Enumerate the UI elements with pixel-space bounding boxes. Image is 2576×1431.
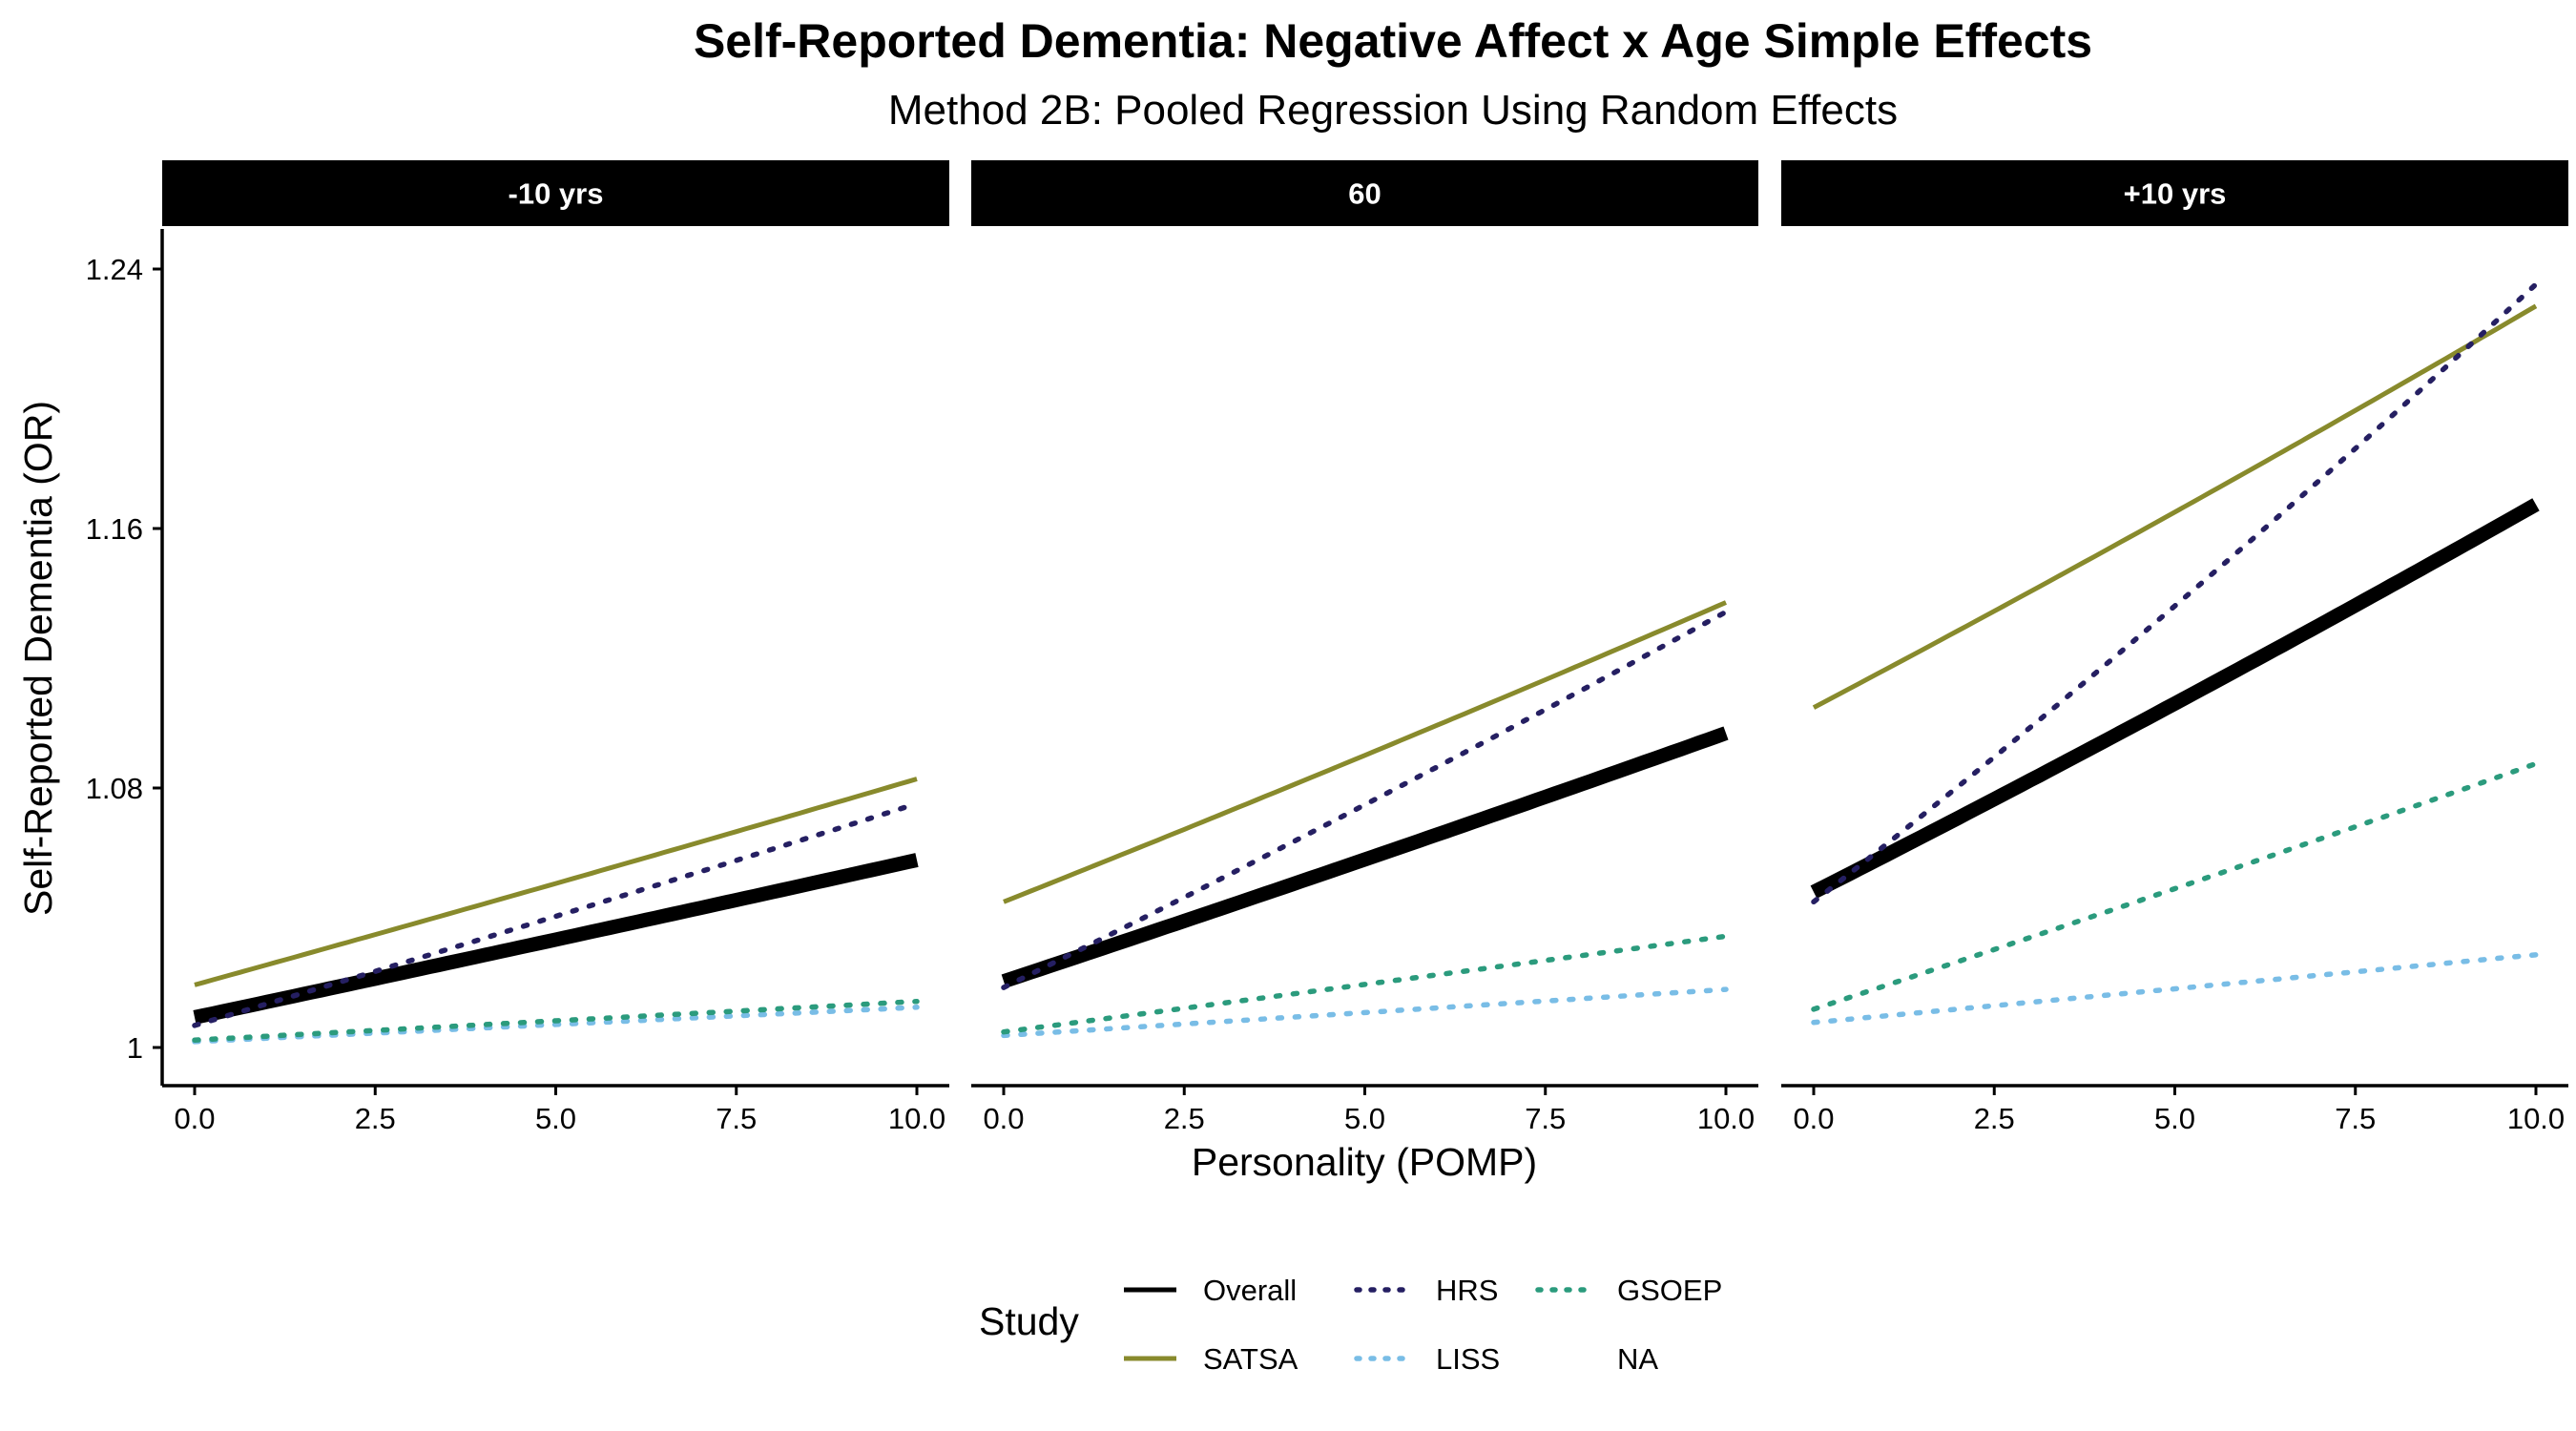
legend-item: LISS — [1354, 1342, 1500, 1376]
x-tick-label: 5.0 — [1344, 1102, 1385, 1135]
x-tick-label: 7.5 — [716, 1102, 757, 1135]
legend-item: GSOEP — [1535, 1274, 1722, 1307]
x-tick-label: 5.0 — [535, 1102, 576, 1135]
series-line-hrs — [192, 800, 920, 1028]
legend-label: Overall — [1203, 1274, 1297, 1307]
facet-strip-label: 60 — [1348, 177, 1381, 211]
y-tick-label: 1.16 — [86, 512, 143, 546]
facet-strip — [1781, 160, 2568, 226]
series-line-gsoep — [1001, 933, 1729, 1035]
series-line-hrs — [1811, 281, 2539, 905]
series-line-satsa — [1812, 303, 2538, 710]
legend-item: SATSA — [1124, 1342, 1298, 1376]
chart-subtitle: Method 2B: Pooled Regression Using Rando… — [888, 87, 1898, 134]
x-axis-title: Personality (POMP) — [1192, 1140, 1537, 1184]
y-axis-title: Self-Reported Dementia (OR) — [16, 401, 60, 916]
facet-panel: -10 yrs 0.0 2.5 5.0 7.5 10.0 1 1.08 1.16 1.24 — [86, 160, 949, 1135]
facet-strip — [971, 160, 1758, 226]
series-line-satsa — [194, 777, 918, 987]
x-tick-label: 7.5 — [2335, 1102, 2376, 1135]
y-tick-label: 1.08 — [86, 772, 143, 805]
x-tick-label: 5.0 — [2154, 1102, 2195, 1135]
facet-panels: -10 yrs 0.0 2.5 5.0 7.5 10.0 1 1.08 1.16 1.24 60 0.… — [86, 160, 2568, 1135]
x-tick-label: 7.5 — [1525, 1102, 1566, 1135]
series-line-liss — [1811, 952, 2539, 1026]
x-tick-label: 0.0 — [174, 1102, 215, 1135]
legend-item: HRS — [1354, 1274, 1498, 1307]
series-line-overall — [1810, 498, 2540, 899]
x-tick-label: 0.0 — [983, 1102, 1024, 1135]
series-line-satsa — [1003, 600, 1727, 904]
series-line-liss — [192, 1005, 920, 1045]
facet-strip — [162, 160, 949, 226]
legend-label: NA — [1617, 1342, 1658, 1376]
legend-label: GSOEP — [1617, 1274, 1722, 1307]
x-tick-label: 2.5 — [355, 1102, 396, 1135]
y-tick-label: 1 — [127, 1031, 143, 1065]
series-line-overall — [1001, 726, 1729, 988]
legend-label: LISS — [1436, 1342, 1500, 1376]
legend: Study Overall SATSA HRS LISS GSOEP NA — [979, 1274, 1722, 1376]
x-tick-label: 10.0 — [888, 1102, 945, 1135]
legend-title: Study — [979, 1299, 1079, 1343]
x-tick-label: 2.5 — [1164, 1102, 1205, 1135]
facet-strip-label: +10 yrs — [2124, 177, 2227, 211]
facet-panel: +10 yrs 0.0 2.5 5.0 7.5 10.0 — [1781, 160, 2568, 1135]
x-tick-label: 2.5 — [1974, 1102, 2015, 1135]
series-line-gsoep — [1811, 760, 2539, 1012]
legend-item: Overall — [1124, 1274, 1297, 1307]
facet-panel: 60 0.0 2.5 5.0 7.5 10.0 — [971, 160, 1758, 1135]
chart-title: Self-Reported Dementia: Negative Affect … — [694, 14, 2092, 68]
series-line-liss — [1001, 986, 1729, 1039]
x-tick-label: 10.0 — [2507, 1102, 2565, 1135]
x-tick-label: 0.0 — [1793, 1102, 1834, 1135]
series-line-hrs — [1001, 609, 1729, 990]
legend-label: SATSA — [1203, 1342, 1298, 1376]
legend-label: HRS — [1436, 1274, 1498, 1307]
y-tick-label: 1.24 — [86, 253, 143, 286]
facet-strip-label: -10 yrs — [509, 177, 604, 211]
legend-item: NA — [1617, 1342, 1658, 1376]
x-tick-label: 10.0 — [1697, 1102, 1755, 1135]
series-line-gsoep — [192, 998, 920, 1043]
